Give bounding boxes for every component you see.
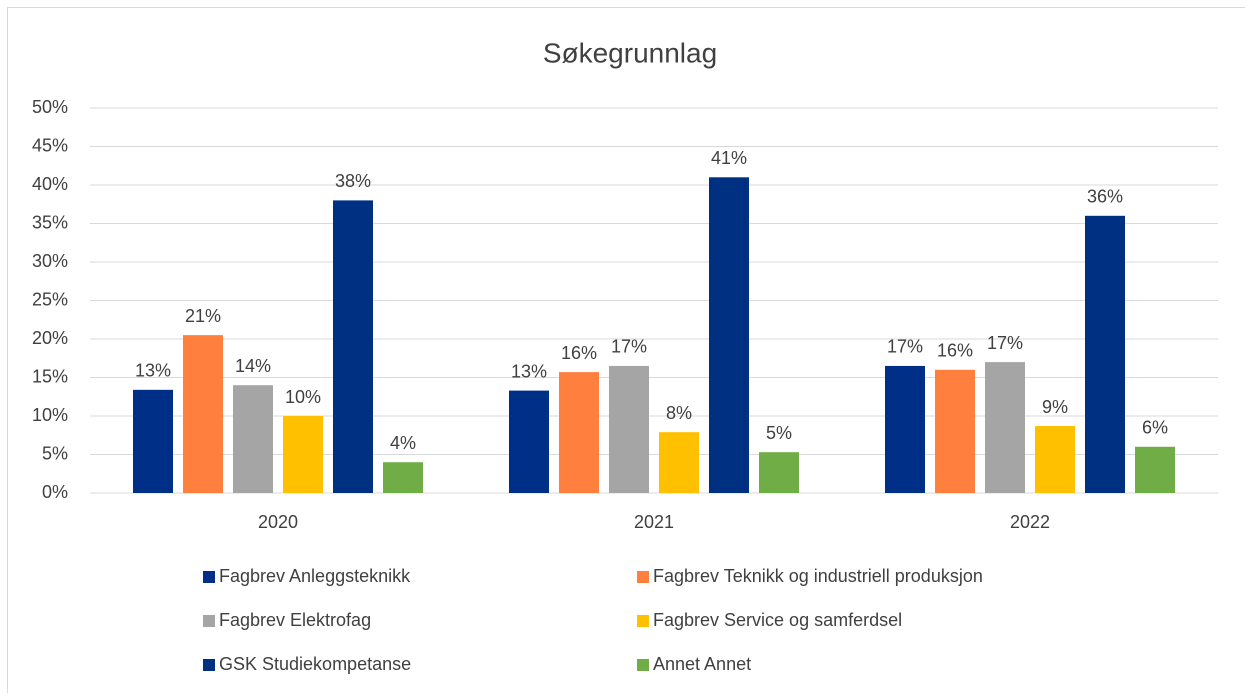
legend-label: GSK Studiekompetanse [219,654,411,674]
bar [233,385,273,493]
legend-swatch [203,571,215,583]
legend-label: Fagbrev Teknikk og industriell produksjo… [653,566,983,586]
bar [609,365,649,493]
data-label: 16% [561,343,597,363]
y-tick-label: 0% [42,482,68,502]
data-label: 14% [235,356,271,376]
bar [283,416,323,493]
bar [885,365,925,493]
data-label: 38% [335,171,371,191]
legend-swatch [203,615,215,627]
bar [183,335,223,493]
x-tick-label: 2020 [258,512,298,532]
bar [759,452,799,493]
legend-label: Fagbrev Service og samferdsel [653,610,902,630]
data-label: 13% [135,361,171,381]
x-tick-label: 2022 [1010,512,1050,532]
data-label: 8% [666,403,692,423]
data-label: 9% [1042,397,1068,417]
data-label: 41% [711,148,747,168]
legend-swatch [637,615,649,627]
y-tick-label: 10% [32,405,68,425]
bar [709,177,749,494]
bar [1135,446,1175,493]
bar [133,389,173,493]
y-tick-label: 35% [32,212,68,232]
legend-label: Annet Annet [653,654,751,674]
bar [1035,426,1075,493]
bar [1085,215,1125,494]
data-label: 5% [766,423,792,443]
data-label: 21% [185,306,221,326]
y-tick-label: 50% [32,97,68,117]
bar [659,432,699,493]
legend-swatch [637,659,649,671]
x-tick-label: 2021 [634,512,674,532]
bar [333,200,373,493]
legend-label: Fagbrev Anleggsteknikk [219,566,411,586]
y-tick-label: 45% [32,135,68,155]
legend-swatch [203,659,215,671]
data-label: 13% [511,361,547,381]
data-label: 17% [987,333,1023,353]
bar [559,372,599,493]
bar [935,369,975,493]
y-tick-label: 15% [32,366,68,386]
data-label: 4% [390,433,416,453]
data-label: 10% [285,387,321,407]
legend-swatch [637,571,649,583]
chart-title: Søkegrunnlag [543,37,717,68]
y-tick-label: 40% [32,174,68,194]
y-tick-label: 30% [32,251,68,271]
bar [383,462,423,493]
data-label: 6% [1142,418,1168,438]
bar [509,390,549,493]
legend-label: Fagbrev Elektrofag [219,610,371,630]
y-tick-label: 25% [32,289,68,309]
data-label: 16% [937,341,973,361]
y-tick-label: 5% [42,443,68,463]
y-tick-label: 20% [32,328,68,348]
data-label: 17% [887,337,923,357]
data-label: 36% [1087,187,1123,207]
data-label: 17% [611,337,647,357]
bar [985,362,1025,493]
